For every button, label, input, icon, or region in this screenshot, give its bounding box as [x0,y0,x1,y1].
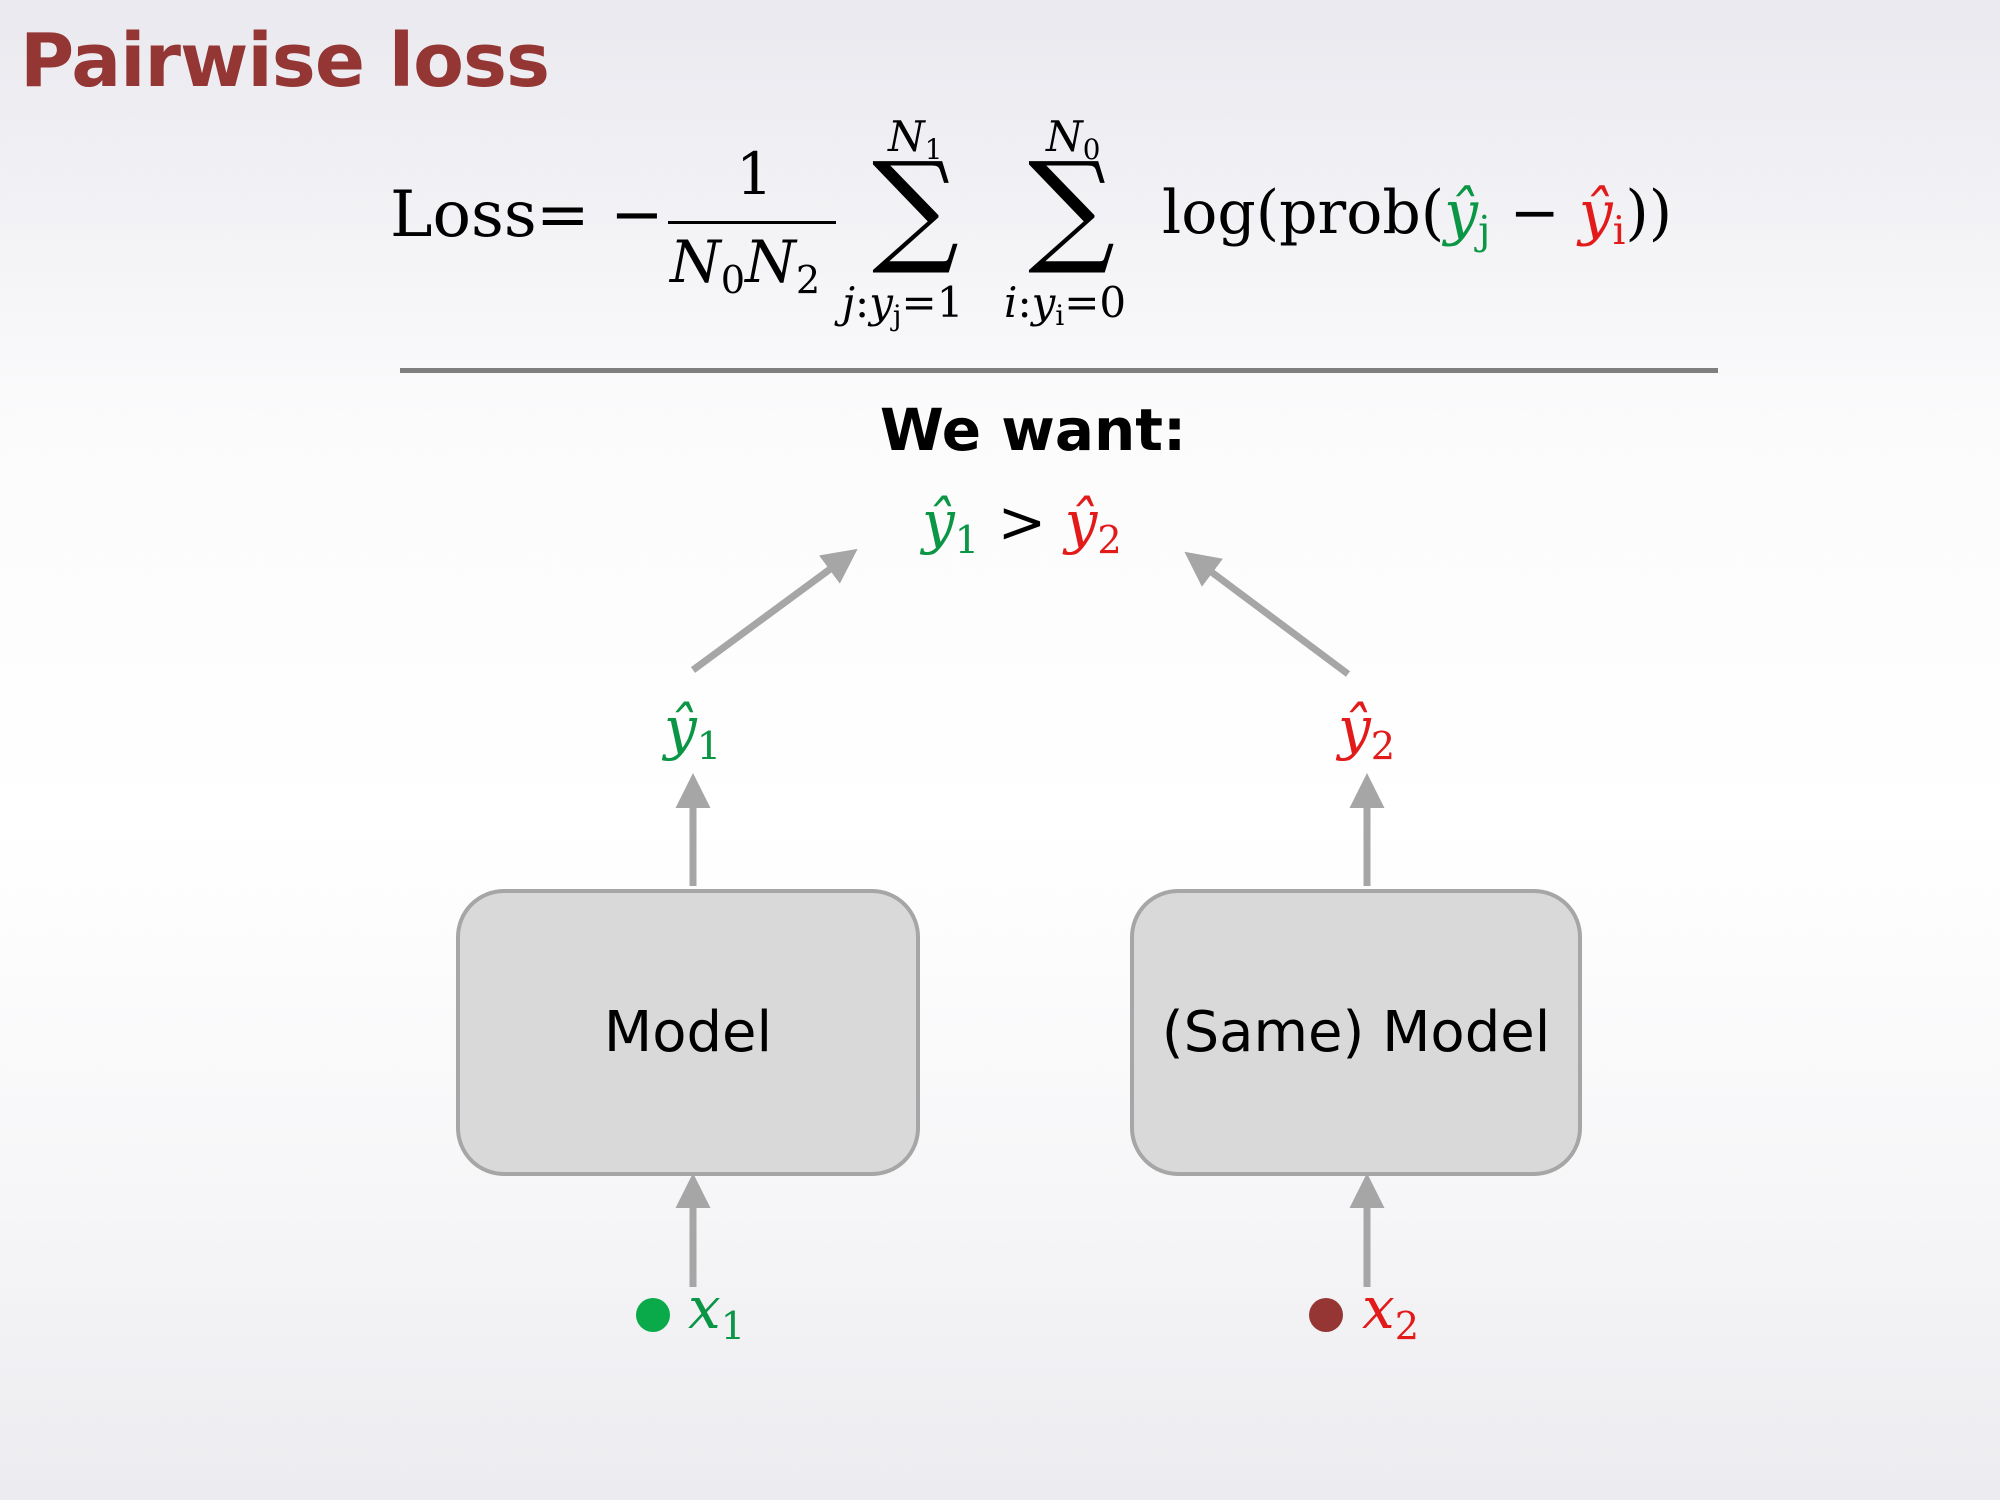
left-input-label: x1 [688,1274,746,1349]
right-model-box: (Same) Model [1130,889,1582,1176]
left-input-dot [636,1298,670,1332]
sum-positive-lower: j:yj=1 [842,278,964,332]
left-output-label: ŷ1 [664,694,722,769]
inequality-right: ŷ2 [1064,488,1122,563]
sum-positive-upper: N1 [888,112,943,166]
formula-lhs: Loss [390,178,537,252]
sum-negative-symbol: ∑ [1028,136,1116,278]
slide-title: Pairwise loss [20,18,550,104]
inequality: ŷ1 > ŷ2 [922,488,1122,563]
left-model-label: Model [603,1000,773,1065]
want-label: We want: [879,396,1187,464]
formula-equals: = [536,178,590,252]
arrow-left-output-to-want [690,548,858,673]
formula-minus: − [610,178,664,252]
loss-formula: Loss = − 1 N0N2 N1 ∑ j:yj=1 N0 ∑ i:yi=0 … [0,0,2000,360]
fraction-bar [668,221,836,224]
inequality-op: > [997,488,1047,556]
formula-denominator: N0N2 [670,228,821,303]
inequality-left: ŷ1 [922,488,980,563]
separator-line [400,368,1718,373]
left-model-box: Model [456,889,920,1176]
right-model-label: (Same) Model [1161,1000,1551,1065]
arrow-right-output-to-want [1184,551,1351,677]
sum-negative-lower: i:yi=0 [1004,278,1127,332]
right-output-label: ŷ2 [1338,694,1396,769]
formula-numerator: 1 [736,140,773,208]
sum-positive-symbol: ∑ [872,136,960,278]
sum-negative-upper: N0 [1046,112,1101,166]
right-input-label: x2 [1362,1274,1420,1349]
right-input-dot [1309,1298,1343,1332]
formula-log-term: log(prob(ŷj − ŷi)) [1162,178,1673,255]
